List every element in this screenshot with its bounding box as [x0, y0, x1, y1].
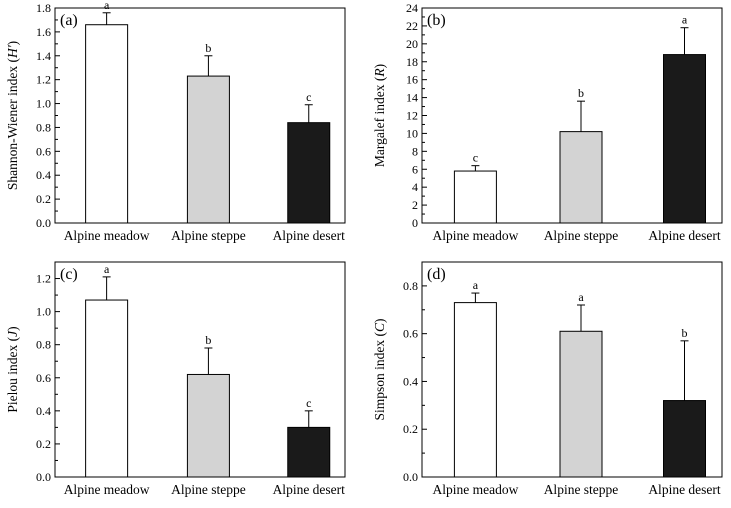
bar-alpine-desert: [287, 426, 331, 478]
y-tick-label: 0.0: [36, 216, 51, 230]
y-tick-label: 22: [406, 19, 418, 33]
y-tick-label: 12: [406, 109, 418, 123]
x-category-label: Alpine meadow: [432, 482, 518, 497]
bar-alpine-steppe: [559, 330, 603, 478]
bar-alpine-meadow: [85, 299, 129, 478]
significance-letter: b: [205, 333, 211, 347]
panel-3: 0.0 0.2 0.4 0.6 0.8 1.0 1.2 a Alpine meadow b Alpi…: [5, 261, 346, 497]
y-tick-label: 10: [406, 126, 418, 140]
significance-letter: b: [205, 41, 211, 55]
panel-label: (c): [60, 266, 78, 283]
y-tick-label: 1.2: [36, 73, 51, 87]
y-tick-label: 2: [412, 198, 418, 212]
y-tick-label: 18: [406, 55, 418, 69]
y-tick-label: 1.0: [36, 97, 51, 111]
significance-letter: c: [306, 90, 311, 104]
y-axis-label-symbol: J: [5, 330, 20, 337]
significance-letter: a: [682, 13, 688, 27]
y-tick-label: 8: [412, 144, 418, 158]
y-tick-label: 0.6: [36, 371, 51, 385]
y-tick-label: 0.4: [36, 404, 51, 418]
y-tick-label: 1.2: [36, 272, 51, 286]
y-axis-label-close: ): [372, 318, 387, 323]
x-category-label: Alpine desert: [273, 482, 346, 497]
bar-alpine-steppe: [186, 373, 230, 478]
y-axis-label: Margalef index (R): [372, 64, 387, 167]
bar-alpine-meadow: [453, 302, 497, 478]
panel-4: 0.0 0.2 0.4 0.6 0.8 a Alpine meadow a Alpine ste…: [372, 261, 723, 497]
y-axis-label: Simpson index (C): [372, 318, 387, 420]
y-axis-label-close: ): [5, 41, 20, 46]
y-tick-label: 0.8: [36, 338, 51, 352]
panel-label: (a): [60, 12, 78, 29]
bar-alpine-meadow: [85, 24, 129, 224]
y-tick-label: 6: [412, 162, 418, 176]
y-axis-label-text: Simpson index (: [372, 332, 387, 421]
x-category-label: Alpine steppe: [171, 482, 246, 497]
y-tick-label: 4: [412, 180, 418, 194]
y-axis-label: Shannon-Wiener index (H'): [5, 41, 20, 190]
y-axis-label-text: Shannon-Wiener index (: [5, 57, 20, 190]
y-tick-label: 24: [406, 1, 418, 15]
panel-label: (b): [427, 12, 446, 29]
y-tick-label: 0.8: [403, 279, 418, 293]
x-category-label: Alpine steppe: [171, 228, 246, 243]
significance-letter: a: [473, 278, 479, 292]
x-category-label: Alpine desert: [648, 228, 721, 243]
y-axis-label-symbol: C: [372, 322, 387, 332]
y-axis-label-close: ): [5, 326, 20, 331]
x-category-label: Alpine desert: [648, 482, 721, 497]
significance-letter: c: [473, 151, 478, 165]
y-tick-label: 0.8: [36, 120, 51, 134]
y-axis-label-close: ): [372, 64, 387, 69]
x-category-label: Alpine meadow: [64, 482, 150, 497]
significance-letter: b: [682, 326, 688, 340]
y-tick-label: 0.6: [36, 144, 51, 158]
bar-alpine-steppe: [186, 75, 230, 224]
significance-letter: a: [104, 262, 110, 276]
bar-alpine-desert: [287, 122, 331, 224]
y-tick-label: 0.0: [36, 470, 51, 484]
y-axis-label-text: Pielou index (: [5, 336, 20, 412]
y-tick-label: 14: [406, 91, 418, 105]
significance-letter: a: [104, 0, 110, 12]
y-tick-label: 0.2: [36, 192, 51, 206]
y-tick-label: 0.6: [403, 327, 418, 341]
y-tick-label: 20: [406, 37, 418, 51]
y-tick-label: 0.0: [403, 470, 418, 484]
y-tick-label: 1.0: [36, 305, 51, 319]
y-axis-label-symbol: R: [372, 68, 387, 78]
y-axis-label-symbol: H': [5, 44, 20, 59]
bar-alpine-desert: [663, 54, 706, 224]
x-category-label: Alpine meadow: [432, 228, 518, 243]
y-tick-label: 1.6: [36, 25, 51, 39]
y-tick-label: 1.4: [36, 49, 51, 63]
x-category-label: Alpine meadow: [64, 228, 150, 243]
x-category-label: Alpine steppe: [544, 482, 619, 497]
y-tick-label: 0.2: [403, 422, 418, 436]
y-tick-label: 0.4: [36, 168, 51, 182]
panel-1: 0.0 0.2 0.4 0.6 0.8 1.0 1.2 1.4 1.6 1.8 a Alpine me…: [5, 0, 346, 243]
bar-alpine-desert: [663, 400, 706, 478]
significance-letter: a: [578, 290, 584, 304]
x-category-label: Alpine desert: [273, 228, 346, 243]
y-axis-label: Pielou index (J): [5, 326, 20, 412]
bar-alpine-meadow: [453, 170, 497, 224]
x-category-label: Alpine steppe: [544, 228, 619, 243]
panel-label: (d): [427, 266, 446, 283]
y-tick-label: 0.2: [36, 437, 51, 451]
y-tick-label: 0.4: [403, 374, 418, 388]
y-axis-label-text: Margalef index (: [372, 76, 387, 167]
bar-alpine-steppe: [559, 131, 603, 224]
significance-letter: c: [306, 396, 311, 410]
y-tick-label: 16: [406, 73, 418, 87]
y-tick-label: 0: [412, 216, 418, 230]
y-tick-label: 1.8: [36, 1, 51, 15]
significance-letter: b: [578, 86, 584, 100]
